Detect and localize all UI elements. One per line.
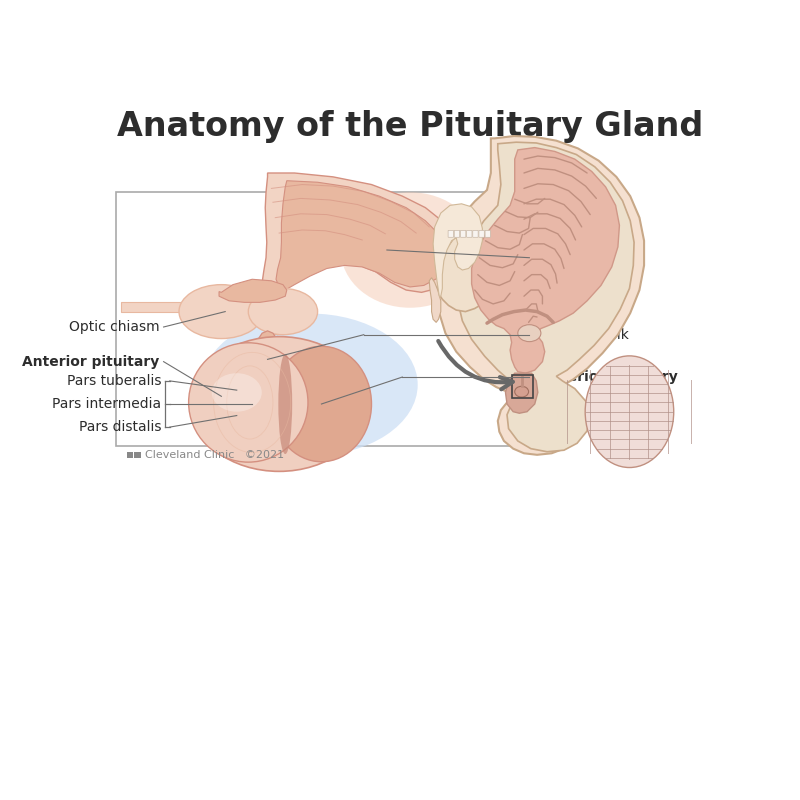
Polygon shape: [122, 302, 194, 311]
Ellipse shape: [271, 346, 371, 462]
FancyBboxPatch shape: [466, 230, 472, 238]
Polygon shape: [439, 230, 492, 311]
Text: Posterior pituitary: Posterior pituitary: [534, 370, 678, 384]
Ellipse shape: [190, 337, 368, 471]
Ellipse shape: [341, 192, 479, 308]
Text: Hypothalamus: Hypothalamus: [534, 250, 634, 265]
Polygon shape: [430, 278, 441, 322]
Ellipse shape: [189, 342, 308, 462]
Ellipse shape: [278, 354, 292, 454]
Text: Anatomy of the Pituitary Gland: Anatomy of the Pituitary Gland: [117, 110, 703, 143]
Polygon shape: [262, 290, 293, 334]
Ellipse shape: [212, 373, 262, 412]
FancyBboxPatch shape: [454, 230, 460, 238]
Polygon shape: [472, 147, 619, 373]
Text: Anterior pituitary: Anterior pituitary: [22, 354, 160, 369]
Text: Optic chiasm: Optic chiasm: [69, 320, 160, 334]
Text: Pituitary stalk: Pituitary stalk: [534, 328, 629, 342]
Polygon shape: [506, 373, 538, 414]
FancyBboxPatch shape: [479, 230, 484, 238]
Ellipse shape: [585, 356, 674, 467]
FancyBboxPatch shape: [485, 230, 490, 238]
Polygon shape: [433, 204, 482, 296]
Polygon shape: [276, 181, 447, 290]
FancyBboxPatch shape: [461, 230, 466, 238]
Text: Pars tuberalis: Pars tuberalis: [66, 374, 162, 388]
Ellipse shape: [202, 314, 418, 456]
Bar: [116, 192, 528, 446]
FancyBboxPatch shape: [473, 230, 478, 238]
Ellipse shape: [248, 289, 318, 334]
Text: Pars distalis: Pars distalis: [78, 420, 162, 434]
Bar: [512, 374, 534, 398]
Polygon shape: [438, 136, 644, 455]
Polygon shape: [458, 142, 634, 452]
Ellipse shape: [179, 285, 264, 338]
FancyBboxPatch shape: [134, 452, 141, 458]
Polygon shape: [262, 173, 460, 296]
FancyBboxPatch shape: [126, 452, 133, 458]
Polygon shape: [253, 331, 281, 371]
Polygon shape: [219, 279, 287, 302]
Text: Cleveland Clinic   ©2021: Cleveland Clinic ©2021: [145, 450, 284, 460]
FancyBboxPatch shape: [448, 230, 454, 238]
Ellipse shape: [518, 325, 541, 342]
Ellipse shape: [514, 386, 529, 397]
Text: Pars intermedia: Pars intermedia: [52, 397, 162, 411]
